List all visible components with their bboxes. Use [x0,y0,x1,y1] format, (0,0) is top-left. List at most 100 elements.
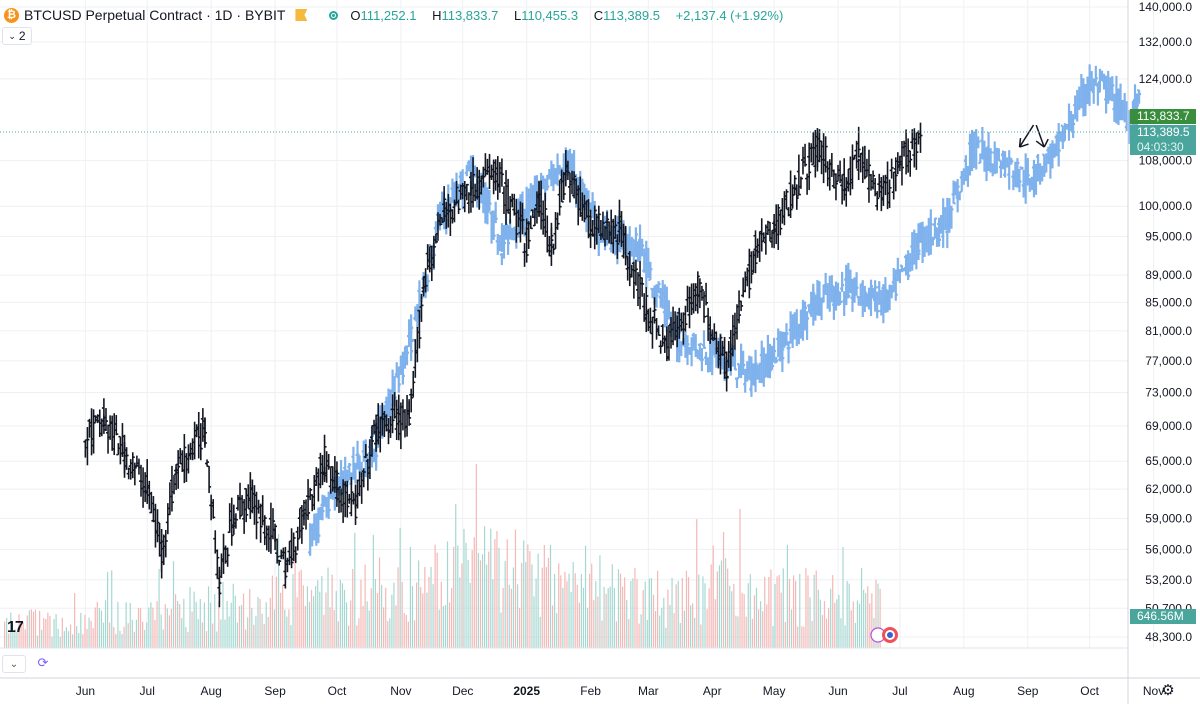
price-bar [701,330,706,349]
volume-bar [611,564,613,648]
price-bar [656,325,661,337]
volume-bar [702,576,704,648]
volume-bar [131,619,133,648]
volume-bar [838,594,840,648]
volume-bar [370,588,372,648]
volume-bar [473,537,475,648]
volume-bar [286,616,288,648]
volume-bar [310,589,313,648]
price-bar [396,366,401,393]
volume-bar [461,563,463,648]
volume-bar [706,609,708,648]
volume-bar [749,574,751,648]
tradingview-logo[interactable]: 17 [7,619,24,636]
volume-bar [673,613,675,648]
volume-bar [576,584,578,648]
volume-bar [226,601,228,648]
volume-bar [566,581,568,648]
volume-bar [6,617,8,648]
open-value: 111,252.1 [360,7,417,23]
price-bar [846,262,851,299]
volume-bar [129,603,131,648]
volume-bar [405,614,407,648]
price-bar [524,218,529,263]
volume-bar [700,624,702,648]
price-bar [423,268,428,293]
volume-bar [830,588,832,648]
volume-bar [574,573,576,648]
volume-bar [850,610,852,648]
volume-bar [718,565,721,648]
price-bar [438,213,443,226]
volume-bar [801,626,803,648]
volume-bar [261,613,263,648]
volume-bar [714,599,716,648]
price-bar [225,547,230,567]
volume-bar [813,574,815,648]
volume-bar [483,526,486,648]
volume-bar [669,604,671,648]
time-tick-label: Mar [638,684,659,698]
indicator-count-button[interactable]: ⌄ 2 [2,27,32,45]
volume-bar [265,602,267,648]
price-bar [549,222,554,247]
volume-bar [807,575,809,648]
volume-bar [525,562,527,648]
price-bar [198,423,203,461]
volume-bar [306,586,309,648]
volume-bar [230,602,232,648]
high-value: 113,833.7 [441,7,499,23]
flag-icon[interactable] [295,9,308,21]
volume-bar [652,594,655,648]
collapse-pane-button[interactable]: ⌄ [2,655,26,673]
price-bar [485,187,490,225]
volume-bar [302,585,304,648]
volume-bar [257,597,259,648]
volume-bar [383,607,385,648]
volume-bar [438,609,440,648]
volume-bar [160,614,162,648]
volume-bar [214,594,216,648]
volume-bar [646,619,648,648]
price-bar [1110,76,1115,102]
refresh-icon[interactable]: ⟳ [37,655,49,670]
volume-bar [146,622,148,648]
volume-bar [80,612,82,648]
volume-bar [848,583,850,648]
volume-bar [720,560,723,648]
volume-bar [788,578,791,648]
volume-bar [727,568,729,648]
volume-bar [828,608,830,648]
price-bar [1137,89,1142,104]
price-bar [283,559,288,580]
price-bar [654,284,659,308]
price-tick-label: 69,000.0 [1145,419,1192,433]
volume-bar [558,563,560,648]
volume-bar [49,616,51,648]
volume-bar [253,624,255,648]
volume-bar [753,595,756,648]
price-tick-label: 124,000.0 [1139,72,1193,86]
volume-bar [24,629,26,648]
volume-bar [47,612,49,648]
price-bar [345,480,350,518]
volume-bar [580,573,582,648]
volume-bar [183,598,185,648]
volume-bar [59,636,61,648]
volume-bar [733,583,735,648]
price-tick-label: 48,300.0 [1145,630,1192,644]
event-flags-icon[interactable] [870,626,900,644]
price-bar [784,189,789,210]
price-bar [565,160,570,181]
symbol-title[interactable]: BTCUSD Perpetual Contract · 1D · BYBIT [24,7,286,23]
volume-bar [809,597,811,648]
volume-bar [457,545,459,648]
gear-icon[interactable]: ⚙ [1161,682,1175,699]
price-tick-label: 132,000.0 [1139,35,1193,49]
volume-bar [817,589,819,648]
volume-bar [294,553,296,648]
price-bar [803,143,808,167]
time-tick-label: Nov [390,684,411,698]
volume-bar [792,575,795,648]
